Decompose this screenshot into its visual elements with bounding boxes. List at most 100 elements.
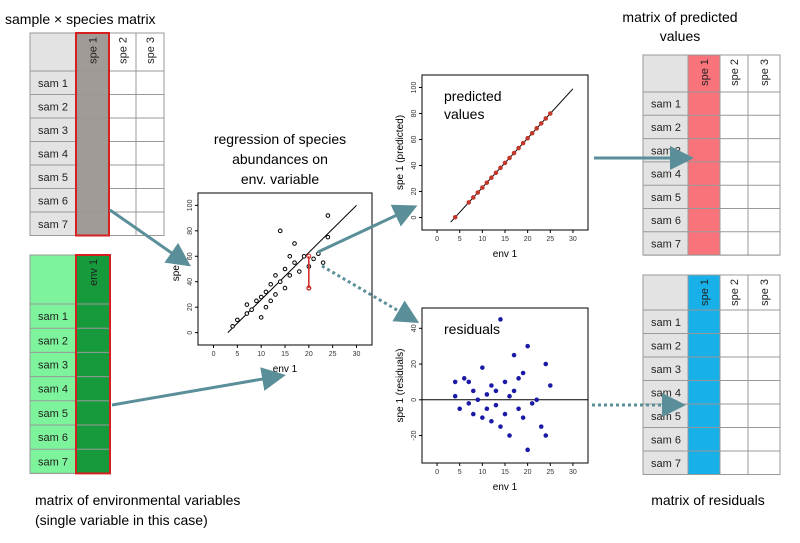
row-label: sam 3 [38, 125, 68, 137]
point [475, 190, 481, 195]
point [273, 273, 278, 278]
arrow [111, 367, 286, 407]
row-label: sam 4 [38, 148, 68, 160]
point [296, 269, 302, 274]
y-tick-label: 40 [411, 162, 418, 170]
x-axis-label: env 1 [493, 482, 518, 493]
table-column [135, 32, 165, 236]
point [484, 392, 490, 397]
point [470, 411, 476, 417]
y-tick-label: 60 [187, 252, 194, 260]
point [507, 433, 512, 438]
column-header: env 1 [88, 259, 100, 286]
row-label: sam 5 [651, 411, 681, 423]
x-tick-label: 20 [524, 236, 532, 243]
column-header: spe 1 [88, 37, 100, 64]
table-column [747, 274, 781, 475]
row-label: sam 6 [651, 215, 681, 227]
caption: values [660, 28, 700, 44]
residual-point [306, 285, 312, 291]
point [287, 273, 293, 278]
point [244, 311, 250, 316]
point [258, 294, 264, 300]
point [538, 424, 544, 429]
point [258, 315, 264, 320]
point [480, 185, 485, 190]
point [466, 401, 472, 406]
table-column [719, 54, 749, 256]
plot-frame [421, 74, 589, 231]
row-label: sam 4 [651, 387, 681, 399]
point [511, 150, 517, 156]
point [502, 160, 508, 166]
x-tick-label: 30 [353, 351, 361, 358]
point [282, 285, 288, 291]
row-label: sam 7 [651, 458, 681, 470]
row-label: sam 2 [38, 101, 68, 113]
point [507, 155, 512, 161]
x-tick-label: 0 [212, 351, 216, 358]
y-axis-label: spe 1 (predicted) [395, 115, 406, 190]
row-label: sam 7 [38, 219, 68, 231]
point [235, 317, 240, 323]
point [263, 304, 269, 310]
point [493, 402, 499, 408]
y-tick-label: 0 [187, 331, 194, 335]
x-tick-label: 25 [329, 351, 337, 358]
y-tick-label: 40 [411, 324, 418, 332]
x-tick-label: 15 [281, 351, 289, 358]
point [529, 401, 535, 406]
point [543, 116, 549, 121]
point [484, 406, 490, 412]
row-label: sam 2 [651, 122, 681, 134]
table-column [719, 274, 749, 475]
point [325, 213, 331, 218]
row-label: sam 6 [38, 432, 68, 444]
y-tick-label: 100 [411, 82, 418, 94]
point [498, 165, 503, 171]
point [516, 145, 521, 151]
table-column [75, 254, 111, 474]
point [511, 388, 517, 394]
point [502, 411, 508, 417]
fit-line [227, 205, 357, 333]
caption: (single variable in this case) [35, 512, 208, 528]
point [254, 298, 259, 304]
residual-point [306, 253, 312, 259]
point [511, 352, 517, 358]
point [249, 307, 254, 313]
y-tick-label: 80 [411, 110, 418, 118]
row-label: sam 5 [38, 408, 68, 420]
caption: matrix of environmental variables [35, 492, 240, 508]
x-tick-label: 25 [546, 469, 554, 476]
point [525, 343, 530, 349]
x-tick-label: 5 [458, 236, 462, 243]
point [470, 195, 476, 200]
point [244, 302, 250, 307]
point [520, 415, 526, 420]
point [475, 397, 481, 403]
table-label-column [29, 32, 77, 236]
point [493, 170, 499, 176]
point [282, 266, 288, 272]
column-header: spe 2 [729, 279, 741, 306]
x-tick-label: 0 [435, 236, 439, 243]
point [516, 376, 521, 381]
table-column [75, 32, 110, 236]
point [470, 388, 476, 394]
point [538, 121, 544, 126]
caption: abundances on [232, 151, 328, 167]
x-tick-label: 30 [569, 236, 577, 243]
row-label: sam 1 [38, 78, 68, 90]
point [534, 397, 540, 403]
column-header: spe 3 [759, 59, 771, 86]
point [484, 180, 490, 185]
table-column [108, 32, 137, 236]
highlight-border [75, 254, 111, 475]
y-tick-label: 0 [411, 398, 418, 402]
caption: env. variable [241, 171, 320, 187]
row-label: sam 6 [651, 434, 681, 446]
x-tick-label: 30 [569, 469, 577, 476]
point [529, 130, 535, 136]
row-label: sam 5 [651, 192, 681, 204]
